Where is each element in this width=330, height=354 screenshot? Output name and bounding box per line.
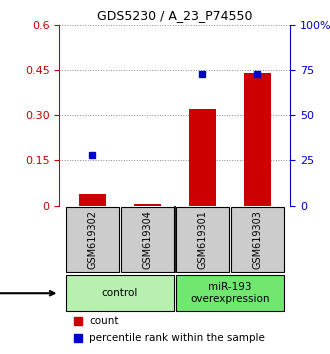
Title: GDS5230 / A_23_P74550: GDS5230 / A_23_P74550 <box>97 9 253 22</box>
FancyBboxPatch shape <box>176 207 229 272</box>
Text: GSM619303: GSM619303 <box>252 210 262 269</box>
FancyBboxPatch shape <box>231 207 284 272</box>
Text: control: control <box>102 288 138 298</box>
FancyBboxPatch shape <box>176 275 284 311</box>
Bar <box>79 194 106 206</box>
Text: miR-193
overexpression: miR-193 overexpression <box>190 282 270 304</box>
Bar <box>134 204 161 206</box>
Text: GSM619302: GSM619302 <box>87 210 97 269</box>
Text: percentile rank within the sample: percentile rank within the sample <box>89 333 265 343</box>
Bar <box>244 73 271 206</box>
Text: count: count <box>89 316 119 326</box>
Bar <box>189 109 216 206</box>
FancyBboxPatch shape <box>66 275 174 311</box>
FancyBboxPatch shape <box>66 207 119 272</box>
Text: GSM619304: GSM619304 <box>143 210 152 269</box>
Text: GSM619301: GSM619301 <box>197 210 207 269</box>
Text: protocol: protocol <box>0 288 54 298</box>
FancyBboxPatch shape <box>121 207 174 272</box>
